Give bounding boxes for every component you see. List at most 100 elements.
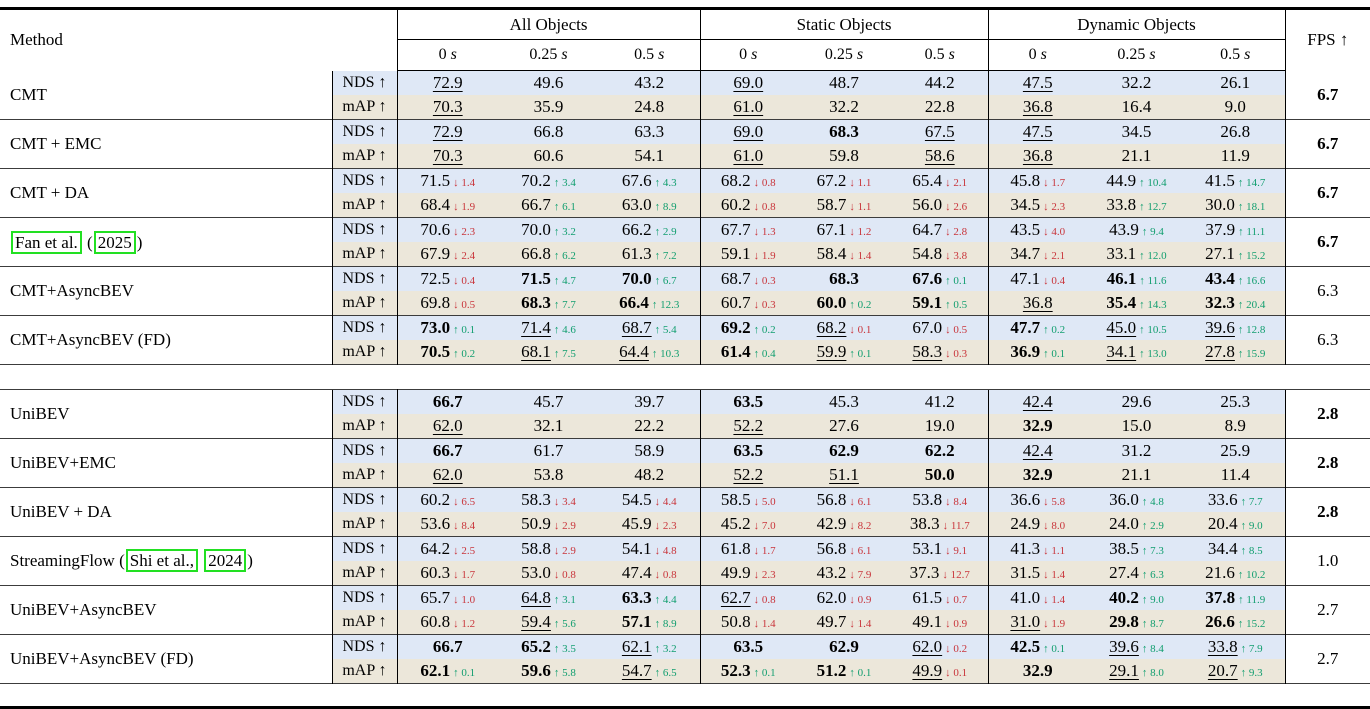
metric-value: 25.9 (1220, 440, 1251, 460)
delta-up-arrow: ↑ 10.4 (1139, 177, 1167, 189)
table-row: mAP ↑ 69.8 ↓ 0.5 68.3 ↑ 7.7 66.4 ↑ 12.3 60.7 ↓ 0… (0, 291, 1370, 316)
delta-up-arrow: ↑ 8.0 (1141, 666, 1164, 679)
metric-value-cell: 39.6 ↑ 8.4 (1087, 633, 1187, 659)
metric-value-cell: 34.5 (1087, 119, 1187, 144)
delta-up-arrow: ↑ 2.9 (654, 226, 677, 238)
delta-up-arrow: ↑ 0.1 (753, 666, 776, 679)
metric-label: mAP ↑ (331, 462, 398, 487)
time-header: 0.25 s (796, 39, 893, 71)
metric-value-cell: 38.3 ↓ 11.7 (892, 511, 989, 536)
citation-link[interactable]: 2024 (204, 549, 247, 572)
metric-value: 49.7 (816, 611, 847, 631)
metric-value: 65.7 (420, 587, 451, 607)
delta-down-arrow: ↓ 2.4 (453, 250, 476, 262)
metric-value-cell: 60.8 ↓ 1.2 (396, 609, 499, 634)
metric-value-cell: 66.8 (498, 119, 600, 144)
metric-value-cell: 32.9 (987, 658, 1088, 683)
metric-value-cell: 52.2 (699, 413, 797, 438)
metric-value: 62.9 (829, 636, 859, 656)
metric-value: 38.3 (909, 513, 940, 533)
metric-value-cell: 47.5 (987, 70, 1088, 95)
metric-value: 20.7 (1207, 660, 1238, 680)
metric-value-cell: 44.9 ↑ 10.4 (1087, 168, 1187, 193)
metric-value-cell: 27.1 ↑ 15.2 (1186, 242, 1286, 267)
metric-value: 66.7 (432, 440, 463, 460)
citation-link[interactable]: Fan et al. (11, 230, 82, 254)
metric-value-cell: 70.3 (396, 144, 499, 169)
delta-down-arrow: ↓ 0.9 (849, 593, 872, 606)
metric-value: 64.2 (420, 538, 451, 558)
metric-value: 34.5 (1010, 195, 1041, 214)
delta-up-arrow: ↑ 0.2 (1043, 324, 1066, 336)
metric-value-cell: 62.2 (892, 437, 989, 463)
delta-up-arrow: ↑ 14.7 (1237, 177, 1266, 189)
metric-value: 42.5 (1010, 636, 1041, 656)
citation-link[interactable]: Shi et al., (125, 549, 198, 572)
delta-up-arrow: ↑ 15.9 (1237, 348, 1266, 360)
delta-up-arrow: ↑ 3.1 (553, 593, 576, 606)
delta-up-arrow: ↑ 0.1 (849, 348, 872, 360)
method-text: ) (247, 551, 253, 570)
metric-value: 63.5 (733, 636, 764, 656)
metric-value-cell: 43.2 (599, 70, 701, 95)
delta-up-arrow: ↑ 3.2 (654, 642, 677, 655)
metric-value-cell: 41.2 (892, 388, 989, 414)
metric-value-cell: 67.9 ↓ 2.4 (396, 242, 499, 267)
metric-value-cell: 68.2 ↓ 0.8 (699, 168, 797, 193)
metric-value-cell: 60.6 (498, 144, 600, 169)
metric-value-cell: 58.8 ↓ 2.9 (498, 535, 600, 561)
metric-value-cell: 36.8 (987, 95, 1088, 120)
metric-value-cell: 66.2 ↑ 2.9 (599, 217, 701, 242)
metric-value-cell: 51.2 ↑ 0.1 (796, 658, 893, 683)
metric-value-cell: 34.1 ↑ 13.0 (1087, 340, 1187, 365)
metric-value: 31.2 (1121, 440, 1152, 460)
metric-value-cell: 68.1 ↑ 7.5 (498, 340, 600, 365)
metric-label: mAP ↑ (331, 95, 398, 120)
method-text: CMT+AsyncBEV (FD) (10, 330, 171, 349)
metric-value: 62.9 (829, 440, 859, 460)
metric-value-cell: 68.3 (796, 266, 893, 291)
metric-label: NDS ↑ (331, 315, 398, 340)
metric-value-cell: 58.3 ↓ 3.4 (498, 486, 600, 512)
metric-value: 65.2 (521, 636, 551, 656)
metric-value: 69.8 (420, 293, 451, 312)
metric-value-cell: 60.2 ↓ 6.5 (396, 486, 499, 512)
delta-down-arrow: ↓ 0.5 (945, 324, 968, 336)
metric-value: 45.8 (1010, 171, 1041, 190)
metric-value: 56.0 (912, 195, 943, 214)
metric-value-cell: 20.7 ↑ 9.3 (1186, 658, 1286, 683)
metric-value: 32.9 (1022, 415, 1053, 435)
metric-value: 70.3 (432, 146, 463, 165)
metric-value: 48.7 (829, 73, 859, 92)
citation-link[interactable]: 2025 (93, 230, 136, 254)
metric-value: 26.6 (1205, 611, 1235, 631)
delta-down-arrow: ↓ 2.8 (945, 226, 968, 238)
method-text: StreamingFlow ( (10, 551, 125, 570)
delta-up-arrow: ↑ 10.3 (651, 348, 680, 360)
delta-up-arrow: ↑ 18.1 (1237, 201, 1266, 213)
metric-value: 36.0 (1109, 489, 1139, 509)
metric-label: mAP ↑ (331, 291, 398, 316)
metric-value: 42.9 (816, 513, 847, 533)
delta-up-arrow: ↑ 4.8 (1141, 495, 1164, 508)
metric-label: NDS ↑ (331, 266, 398, 291)
metric-value: 39.6 (1205, 318, 1235, 337)
group-header-dynamic-objects: Dynamic Objects (987, 8, 1286, 40)
table-row: mAP ↑ 53.6 ↓ 8.4 50.9 ↓ 2.9 45.9 ↓ 2.3 45.2 ↓ 7.… (0, 511, 1370, 536)
metric-value-cell: 32.2 (796, 95, 893, 120)
time-header: 0 s (987, 39, 1088, 71)
metric-value: 68.2 (720, 171, 751, 190)
metric-value: 50.8 (720, 611, 751, 631)
section-gap (0, 364, 1370, 389)
fps-value: 6.3 (1284, 266, 1370, 316)
time-header: 0 s (396, 39, 499, 71)
method-name: CMT+AsyncBEV (FD) (0, 315, 332, 365)
metric-value-cell: 65.7 ↓ 1.0 (396, 584, 499, 610)
metric-value-cell: 67.2 ↓ 1.1 (796, 168, 893, 193)
bottom-rule-gap (0, 682, 1370, 708)
metric-value-cell: 45.8 ↓ 1.7 (987, 168, 1088, 193)
delta-down-arrow: ↓ 0.8 (753, 593, 776, 606)
metric-value: 60.7 (720, 293, 751, 312)
table-row: mAP ↑ 68.4 ↓ 1.9 66.7 ↑ 6.1 63.0 ↑ 8.9 60.2 ↓ 0.… (0, 193, 1370, 218)
delta-down-arrow: ↓ 0.1 (945, 666, 968, 679)
